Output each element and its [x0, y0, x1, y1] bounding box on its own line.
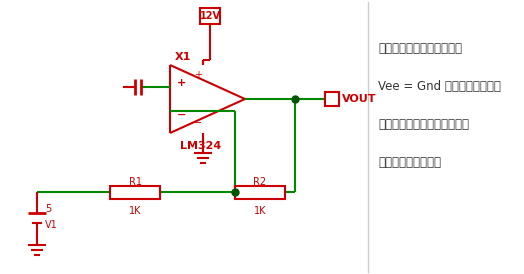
Text: X1: X1: [175, 52, 191, 62]
Text: 1K: 1K: [254, 206, 266, 215]
Text: VOUT: VOUT: [342, 94, 377, 104]
Text: +: +: [178, 78, 187, 88]
Text: 算放大器输出提供。因此，虚: 算放大器输出提供。因此，虚: [378, 118, 469, 131]
Text: R1: R1: [128, 177, 141, 187]
Text: −: −: [177, 110, 187, 120]
Text: 12V: 12V: [200, 11, 221, 21]
Text: −: −: [194, 118, 202, 128]
Text: 5: 5: [45, 204, 51, 213]
Text: R2: R2: [254, 177, 267, 187]
Text: V1: V1: [45, 219, 58, 230]
Bar: [235, 185, 285, 198]
Text: LM324: LM324: [180, 141, 221, 151]
Text: +: +: [194, 70, 202, 80]
Text: 拟接地条件为无效。: 拟接地条件为无效。: [378, 156, 441, 169]
Bar: [200, 8, 220, 24]
Text: 在这里，由于负轨不可用，: 在这里，由于负轨不可用，: [378, 42, 462, 55]
Text: Vee = Gnd 和负电压不能由运: Vee = Gnd 和负电压不能由运: [378, 80, 501, 93]
Bar: [110, 185, 160, 198]
Bar: [325, 92, 339, 106]
Text: 1K: 1K: [129, 206, 141, 215]
